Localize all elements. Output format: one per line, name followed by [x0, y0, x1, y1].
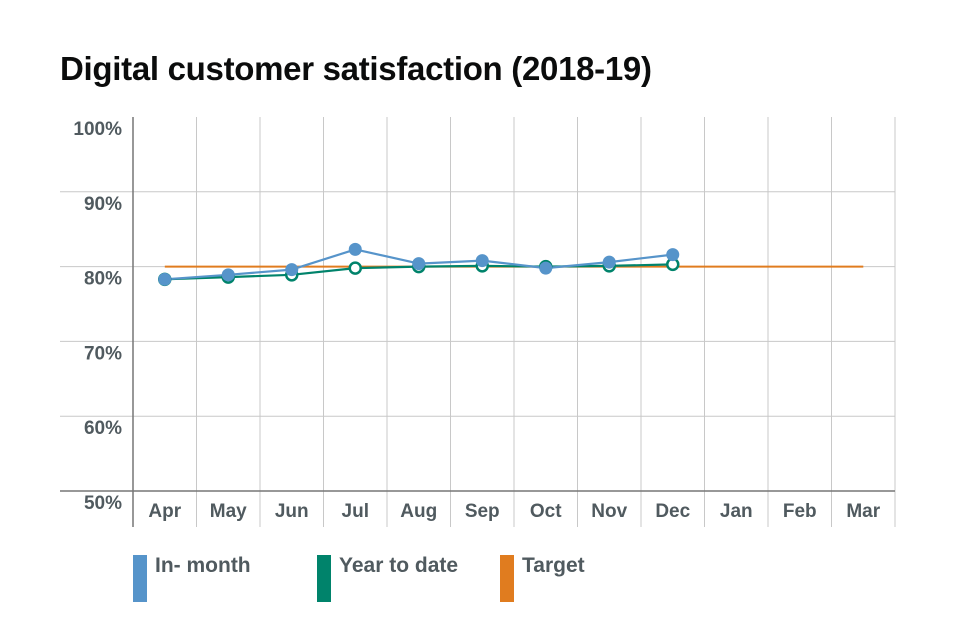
chart-title: Digital customer satisfaction (2018-19): [60, 50, 652, 87]
x-tick-label: Apr: [148, 501, 181, 522]
legend-swatch: [500, 555, 514, 602]
data-point: [348, 242, 362, 256]
x-tick-label: Mar: [846, 501, 880, 522]
x-tick-label: Jun: [275, 501, 309, 522]
legend-swatch: [317, 555, 331, 602]
data-point: [539, 261, 553, 275]
x-tick-label: Jan: [720, 501, 753, 522]
y-tick-label: 50%: [84, 493, 122, 514]
y-tick-label: 80%: [84, 269, 122, 290]
y-tick-label: 70%: [84, 343, 122, 364]
x-tick-label: Oct: [530, 501, 562, 522]
data-point: [221, 268, 235, 282]
x-tick-label: Feb: [783, 501, 817, 522]
data-point: [602, 255, 616, 269]
data-point: [158, 272, 172, 286]
data-point: [285, 263, 299, 277]
data-point: [475, 254, 489, 268]
legend-label: In- month: [155, 554, 251, 577]
legend-swatch: [133, 555, 147, 602]
x-tick-label: Sep: [465, 501, 500, 522]
y-tick-label: 100%: [73, 119, 122, 140]
x-tick-label: Jul: [342, 501, 369, 522]
legend-label: Year to date: [339, 554, 458, 577]
legend-label: Target: [522, 554, 585, 577]
y-tick-label: 90%: [84, 194, 122, 215]
x-tick-label: Nov: [591, 501, 627, 522]
data-point: [348, 261, 362, 275]
x-tick-label: May: [210, 501, 247, 522]
x-tick-label: Aug: [400, 501, 437, 522]
data-point: [412, 257, 426, 271]
x-tick-label: Dec: [655, 501, 690, 522]
data-point: [666, 248, 680, 262]
y-tick-label: 60%: [84, 418, 122, 439]
